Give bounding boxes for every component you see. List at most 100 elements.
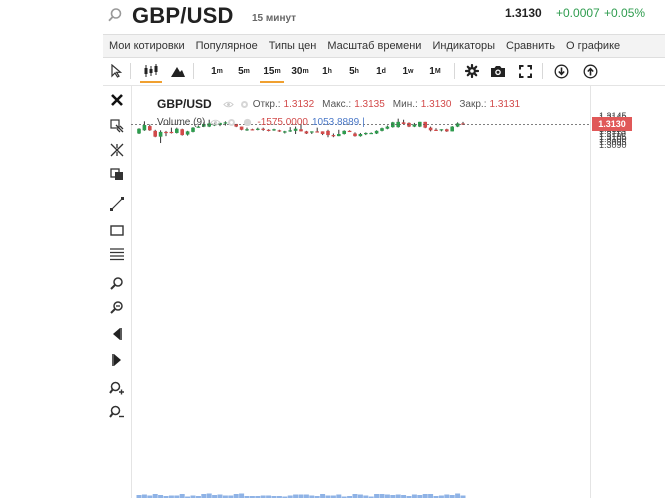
candle-body (158, 131, 163, 137)
zoom-out-icon[interactable] (109, 300, 125, 316)
zoom-out-minus-icon[interactable] (109, 404, 125, 420)
eye-icon[interactable] (222, 99, 234, 110)
download-icon[interactable] (552, 61, 570, 81)
timeframe-15m[interactable]: 15 m (260, 61, 284, 83)
volume-bar (303, 494, 309, 498)
candle-body (164, 131, 168, 134)
candle-body (347, 130, 352, 133)
menu-my-quotes[interactable]: Мои котировки (109, 40, 185, 52)
candle-body (396, 121, 400, 128)
camera-icon[interactable] (489, 61, 507, 81)
rectangle-icon[interactable] (109, 222, 125, 238)
scroll-right-icon[interactable] (109, 352, 125, 368)
candle-body (304, 131, 309, 134)
volume-positive: 1053.8889 (311, 117, 360, 128)
candle-body (434, 129, 438, 131)
volume-bar (233, 494, 239, 498)
eye-icon[interactable] (210, 117, 222, 128)
volume-bar (255, 496, 261, 498)
price-chart[interactable] (131, 86, 590, 498)
candle-body (234, 123, 238, 127)
menu-timescale[interactable]: Масштаб времени (327, 40, 422, 52)
candle-body (461, 123, 465, 125)
legend-high: 1.3135 (354, 98, 385, 110)
fullscreen-icon[interactable] (516, 61, 534, 81)
volume-bar (136, 495, 142, 498)
volume-bar (433, 496, 439, 498)
mountain-chart-icon[interactable] (169, 61, 187, 81)
candle-body (207, 123, 211, 127)
remove-small-icon[interactable] (242, 117, 253, 128)
volume-bar (401, 495, 407, 498)
candle-body (412, 124, 417, 127)
volume-bar (341, 496, 347, 498)
menu-compare[interactable]: Сравнить (506, 40, 556, 52)
candle-body (380, 128, 384, 131)
volume-bar (330, 495, 336, 498)
candle-body (455, 123, 460, 127)
legend-open-label: Откр.: (252, 98, 281, 110)
close-icon[interactable] (109, 92, 125, 108)
volume-bar (260, 495, 266, 498)
volume-bar (282, 496, 288, 498)
volume-bar (266, 495, 272, 498)
legend-close-label: Закр.: (459, 98, 487, 110)
candle-body (299, 129, 303, 132)
last-price: 1.3130 (505, 6, 542, 20)
candle-body (337, 134, 341, 137)
candle-body (148, 126, 152, 131)
price-tick-label: 1.3110 (599, 129, 626, 140)
volume-bar (276, 496, 282, 498)
fib-levels-icon[interactable] (109, 246, 125, 262)
settings-small-icon[interactable] (226, 117, 237, 128)
price-tick-label: 1.3100 (599, 134, 627, 145)
legend-low: 1.3130 (420, 98, 452, 110)
candle-body (331, 135, 336, 137)
volume-bar (406, 496, 412, 498)
upload-icon[interactable] (581, 61, 599, 81)
volume-bar (384, 494, 390, 498)
trendline-icon[interactable] (109, 196, 125, 212)
volume-bar (363, 495, 369, 498)
settings-small-icon[interactable] (239, 99, 250, 110)
candle-body (353, 133, 357, 137)
symbol-title: GBP/USD (132, 3, 234, 28)
price-axis[interactable]: 1.31451.31401.31351.31301.31251.31201.31… (590, 86, 665, 498)
quote-header: GBP/USD 15 минут 1.3130 +0.0007 +0.05% (0, 0, 665, 30)
candle-body (180, 129, 184, 136)
candle-body (202, 123, 206, 127)
gear-icon[interactable] (463, 61, 481, 81)
search-icon[interactable] (107, 7, 123, 23)
candle-body (218, 122, 222, 126)
legend-low-label: Мин.: (392, 98, 418, 110)
cursor-icon[interactable] (108, 61, 124, 81)
volume-bar (395, 494, 401, 498)
crosshair-icon[interactable] (109, 142, 125, 158)
menu-about-chart[interactable]: О графике (566, 40, 621, 52)
volume-bar (152, 494, 158, 498)
zoom-cross-icon[interactable] (109, 118, 125, 134)
scroll-left-icon[interactable] (109, 326, 125, 342)
volume-bar (390, 495, 396, 498)
candle-body (445, 129, 449, 132)
menu-price-types[interactable]: Типы цен (268, 40, 317, 52)
candle-body (142, 125, 147, 131)
zoom-in-plus-icon[interactable] (109, 380, 125, 396)
candlestick-icon[interactable] (140, 61, 162, 83)
timeframe-30m[interactable]: 30 m (291, 65, 309, 77)
price-tick-label: 1.3105 (599, 131, 627, 142)
volume-bar (417, 495, 423, 498)
menu-popular[interactable]: Популярное (195, 40, 258, 52)
menu-indicators[interactable]: Индикаторы (432, 40, 495, 52)
zoom-in-icon[interactable] (109, 276, 125, 292)
volume-layer (136, 493, 466, 498)
copy-icon[interactable] (109, 166, 125, 182)
volume-bar (347, 496, 353, 498)
